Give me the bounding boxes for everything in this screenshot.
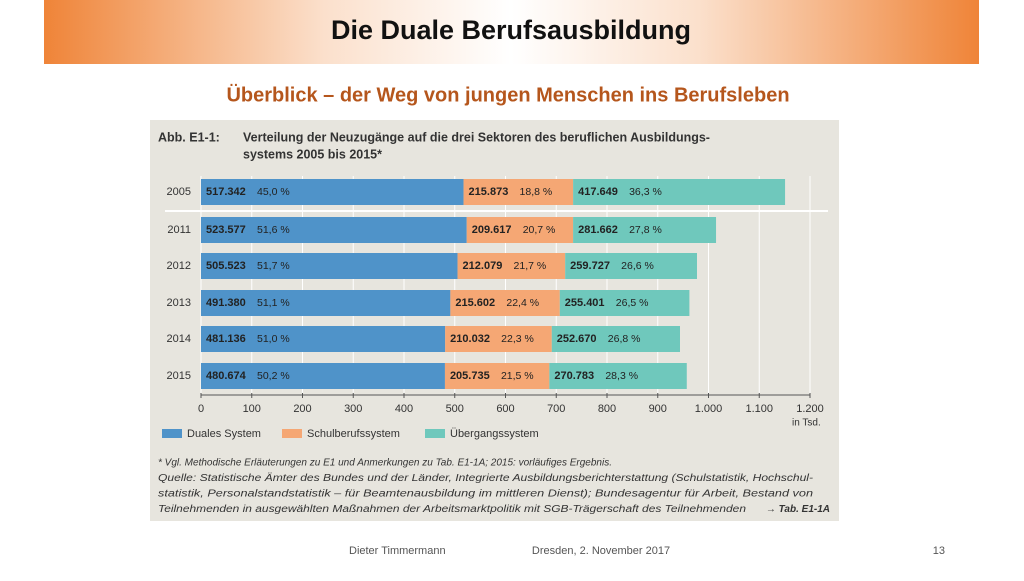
value-label: 215.873: [469, 186, 509, 198]
bar-segment: [466, 217, 574, 243]
share-label: 36,3 %: [629, 186, 662, 198]
x-tick-label: 100: [243, 403, 261, 415]
share-label: 27,8 %: [629, 224, 662, 236]
y-tick-label: 2013: [167, 297, 191, 309]
legend-swatch: [162, 429, 182, 438]
share-label: 51,0 %: [257, 333, 290, 345]
bar-segment: [573, 179, 786, 205]
share-label: 26,5 %: [616, 297, 649, 309]
bar-segment: [551, 326, 680, 352]
share-label: 22,4 %: [506, 297, 539, 309]
legend-label: Übergangssystem: [450, 428, 539, 440]
x-tick-label: 600: [496, 403, 514, 415]
footer-date: Dresden, 2. November 2017: [532, 545, 670, 557]
y-tick-label: 2014: [167, 333, 191, 345]
bar-segment: [549, 363, 687, 389]
x-tick-label: 1.200: [796, 403, 824, 415]
share-label: 22,3 %: [501, 333, 534, 345]
legend-swatch: [425, 429, 445, 438]
note-reference: → Tab. E1-1A: [766, 504, 830, 515]
value-label: 210.032: [450, 333, 490, 345]
chart-title: Verteilung der Neuzugänge auf die drei S…: [243, 130, 710, 144]
axis-unit: in Tsd.: [792, 418, 821, 429]
bar-segment: [444, 363, 550, 389]
x-tick-label: 1.000: [695, 403, 723, 415]
x-tick-label: 0: [198, 403, 204, 415]
note: statistik, Personalstandstatistik – für …: [158, 489, 814, 500]
bar-segment: [559, 290, 690, 316]
share-label: 51,6 %: [257, 224, 290, 236]
y-tick-label: 2011: [167, 224, 191, 236]
share-label: 28,3 %: [605, 370, 638, 382]
header-band: [44, 0, 979, 64]
x-tick-label: 1.100: [745, 403, 773, 415]
share-label: 26,6 %: [621, 260, 654, 272]
value-label: 209.617: [472, 224, 512, 236]
share-label: 51,1 %: [257, 297, 290, 309]
bar-segment: [565, 253, 697, 279]
value-label: 481.136: [206, 333, 246, 345]
x-tick-label: 700: [547, 403, 565, 415]
x-tick-label: 500: [446, 403, 464, 415]
value-label: 215.602: [455, 297, 495, 309]
share-label: 51,7 %: [257, 260, 290, 272]
y-tick-label: 2015: [167, 370, 191, 382]
share-label: 21,7 %: [514, 260, 547, 272]
y-tick-label: 2012: [167, 260, 191, 272]
value-label: 252.670: [557, 333, 597, 345]
share-label: 18,8 %: [520, 186, 553, 198]
value-label: 417.649: [578, 186, 618, 198]
value-label: 255.401: [565, 297, 605, 309]
legend-label: Schulberufssystem: [307, 428, 400, 440]
note: * Vgl. Methodische Erläuterungen zu E1 u…: [158, 458, 612, 469]
bar-segment: [201, 217, 467, 243]
value-label: 281.662: [578, 224, 618, 236]
bar-segment: [457, 253, 566, 279]
legend-label: Duales System: [187, 428, 261, 440]
share-label: 21,5 %: [501, 370, 534, 382]
legend-swatch: [282, 429, 302, 438]
slide-title: Die Duale Berufsausbildung: [331, 15, 691, 45]
bar-segment: [201, 363, 445, 389]
figure-label: Abb. E1-1:: [158, 130, 220, 144]
value-label: 480.674: [206, 370, 247, 382]
value-label: 259.727: [570, 260, 610, 272]
bar-segment: [450, 290, 560, 316]
bar-segment: [445, 326, 552, 352]
x-tick-label: 900: [649, 403, 667, 415]
x-tick-label: 200: [293, 403, 311, 415]
bar-segment: [201, 326, 446, 352]
bar-segment: [201, 179, 464, 205]
note: Teilnehmenden in ausgewählten Maßnahmen …: [158, 504, 747, 515]
chart-title: systems 2005 bis 2015*: [243, 147, 382, 161]
bar-segment: [463, 179, 574, 205]
bar-segment: [201, 290, 451, 316]
bar-segment: [573, 217, 717, 243]
page-number: 13: [933, 545, 945, 557]
share-label: 45,0 %: [257, 186, 290, 198]
x-tick-label: 800: [598, 403, 616, 415]
value-label: 205.735: [450, 370, 490, 382]
footer-author: Dieter Timmermann: [349, 545, 446, 557]
x-tick-label: 300: [344, 403, 362, 415]
note: Quelle: Statistische Ämter des Bundes un…: [158, 472, 814, 484]
value-label: 212.079: [463, 260, 503, 272]
value-label: 491.380: [206, 297, 246, 309]
slide-subtitle: Überblick – der Weg von jungen Menschen …: [226, 83, 789, 106]
share-label: 50,2 %: [257, 370, 290, 382]
value-label: 523.577: [206, 224, 246, 236]
y-tick-label: 2005: [167, 186, 191, 198]
x-tick-label: 400: [395, 403, 413, 415]
bar-segment: [201, 253, 458, 279]
value-label: 505.523: [206, 260, 246, 272]
value-label: 517.342: [206, 186, 246, 198]
share-label: 20,7 %: [523, 224, 556, 236]
share-label: 26,8 %: [608, 333, 641, 345]
value-label: 270.783: [554, 370, 594, 382]
